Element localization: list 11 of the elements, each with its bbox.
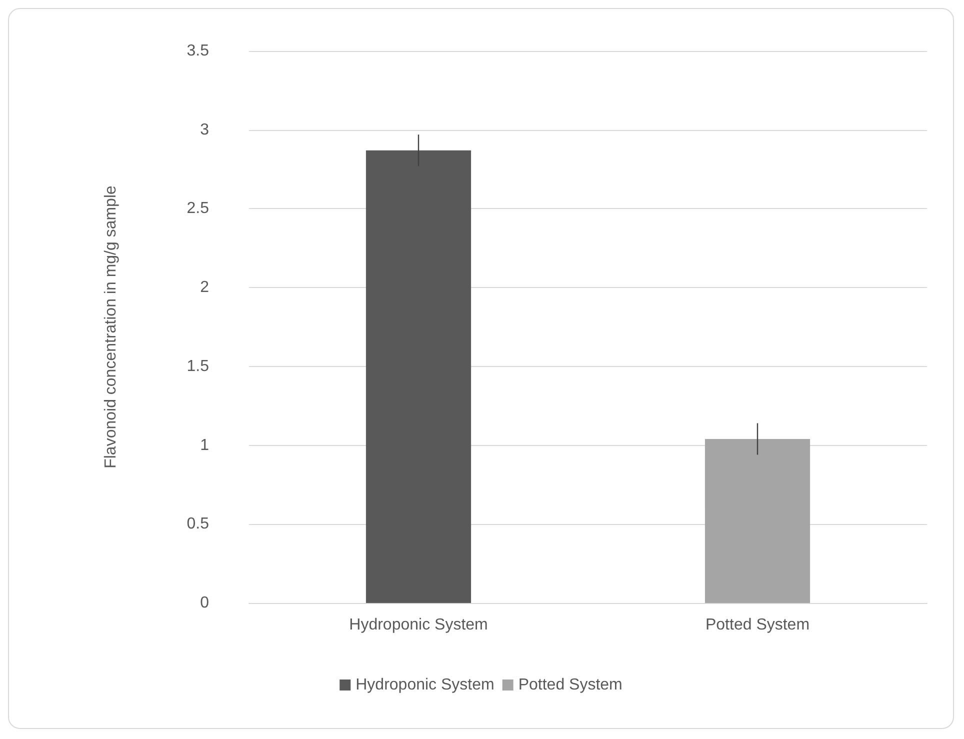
y-tick-label: 3 [200, 121, 210, 138]
y-tick-label: 2 [200, 279, 210, 296]
y-axis-title: Flavonoid concentration in mg/g sample [102, 185, 120, 468]
y-tick-label: 0 [200, 594, 210, 612]
y-tick-label: 3.5 [186, 42, 210, 60]
y-tick-label: 2.5 [186, 200, 210, 218]
legend-label: Hydroponic System [356, 676, 494, 694]
y-tick-label: 1.5 [186, 358, 210, 375]
y-tick-label: 0.5 [186, 516, 210, 533]
y-tick-label: 1 [200, 436, 210, 454]
legend-label: Potted System [518, 676, 622, 694]
